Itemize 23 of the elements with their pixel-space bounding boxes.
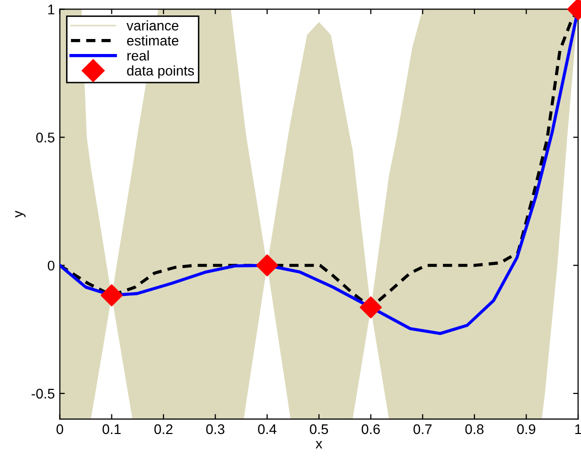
y-tick-label: 1 (48, 4, 54, 14)
point (360, 296, 382, 318)
y-tick-label: 0 (48, 260, 54, 271)
y-tick-label: 0.5 (36, 132, 54, 142)
x-tick-label: 0.8 (465, 424, 484, 434)
y-tick-label: -0.5 (32, 388, 54, 399)
legend-label: data points (127, 65, 194, 78)
legend-label: real (127, 50, 149, 61)
x-tick-label: 0.9 (517, 424, 536, 434)
y-axis-title: y (15, 210, 26, 218)
point (256, 254, 278, 276)
x-tick-label: 0.5 (310, 424, 328, 434)
x-tick-label: 0.7 (414, 424, 432, 434)
x-tick-label: 0.6 (362, 424, 380, 434)
legend-label: estimate (127, 35, 178, 46)
x-tick-label: 0.3 (206, 424, 224, 434)
legend-label: variance (126, 20, 178, 31)
x-tick-label: 0.4 (258, 424, 276, 434)
x-tick-label: 1 (575, 424, 581, 434)
x-tick-label: 0 (56, 424, 64, 434)
x-axis-title: x (316, 440, 322, 448)
x-tick-label: 0.2 (154, 424, 172, 434)
x-tick-label: 0.1 (102, 424, 121, 434)
